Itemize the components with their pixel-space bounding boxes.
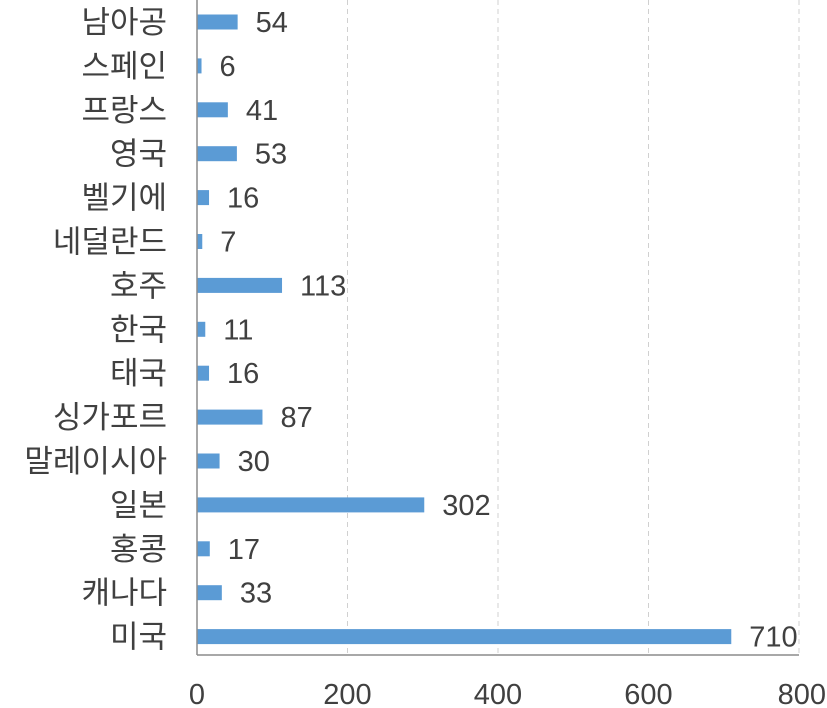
- bar-5: [197, 190, 210, 206]
- category-label: 스페인: [81, 49, 167, 85]
- category-label: 벨기에: [81, 181, 167, 217]
- value-label: 16: [227, 358, 259, 390]
- value-label: 113: [300, 270, 346, 302]
- category-label: 프랑스: [81, 93, 167, 129]
- x-tick-label-200: 200: [323, 679, 371, 708]
- category-label: 영국: [110, 137, 167, 173]
- bar-10: [197, 409, 263, 425]
- value-label: 41: [246, 95, 278, 127]
- bar-14: [197, 585, 222, 601]
- value-label: 17: [228, 534, 260, 566]
- category-label: 말레이시아: [24, 444, 167, 480]
- bar-3: [197, 102, 228, 118]
- category-label: 미국: [110, 620, 167, 656]
- x-tick-label-600: 600: [624, 679, 672, 708]
- bar-4: [197, 146, 237, 162]
- grid-layer: [347, 0, 800, 655]
- value-label: 33: [240, 578, 272, 610]
- category-label: 일본: [110, 488, 167, 524]
- category-label: 한국: [110, 312, 167, 348]
- value-label: 710: [749, 622, 797, 654]
- category-label: 싱가포르: [53, 400, 167, 436]
- x-tick-label-400: 400: [474, 679, 522, 708]
- bar-2: [197, 58, 202, 74]
- value-label: 302: [442, 490, 490, 522]
- bar-6: [197, 234, 203, 249]
- category-label: 네덜란드: [53, 225, 167, 261]
- value-label: 11: [223, 314, 253, 346]
- category-label: 캐나다: [81, 576, 167, 612]
- value-label: 53: [255, 139, 287, 171]
- category-label: 태국: [110, 356, 167, 392]
- category-label: 홍콩: [110, 532, 167, 568]
- bar-11: [197, 453, 220, 469]
- value-label: 7: [220, 227, 236, 259]
- value-label: 30: [238, 446, 270, 478]
- value-label: 6: [220, 51, 236, 83]
- bars: [197, 14, 732, 645]
- labels: 남아공 54 스페인 6 프랑스 41 영국 53 벨기에 16 네덜란드 7 호주 113 한국 11 태국 1…: [24, 5, 826, 708]
- value-label: 54: [256, 7, 288, 39]
- bar-12: [197, 497, 425, 513]
- value-label: 16: [227, 183, 259, 215]
- bar-7: [197, 277, 283, 293]
- x-tick-label-800: 800: [778, 679, 826, 708]
- bar-1: [197, 14, 238, 30]
- category-label: 남아공: [81, 5, 167, 41]
- bar-15: [197, 629, 732, 645]
- value-label: 87: [280, 402, 312, 434]
- bar-13: [197, 541, 210, 557]
- axes: [196, 0, 799, 656]
- bar-8: [197, 321, 206, 337]
- bar-9: [197, 365, 210, 381]
- category-label: 호주: [110, 268, 167, 304]
- x-tick-label-0: 0: [189, 679, 205, 708]
